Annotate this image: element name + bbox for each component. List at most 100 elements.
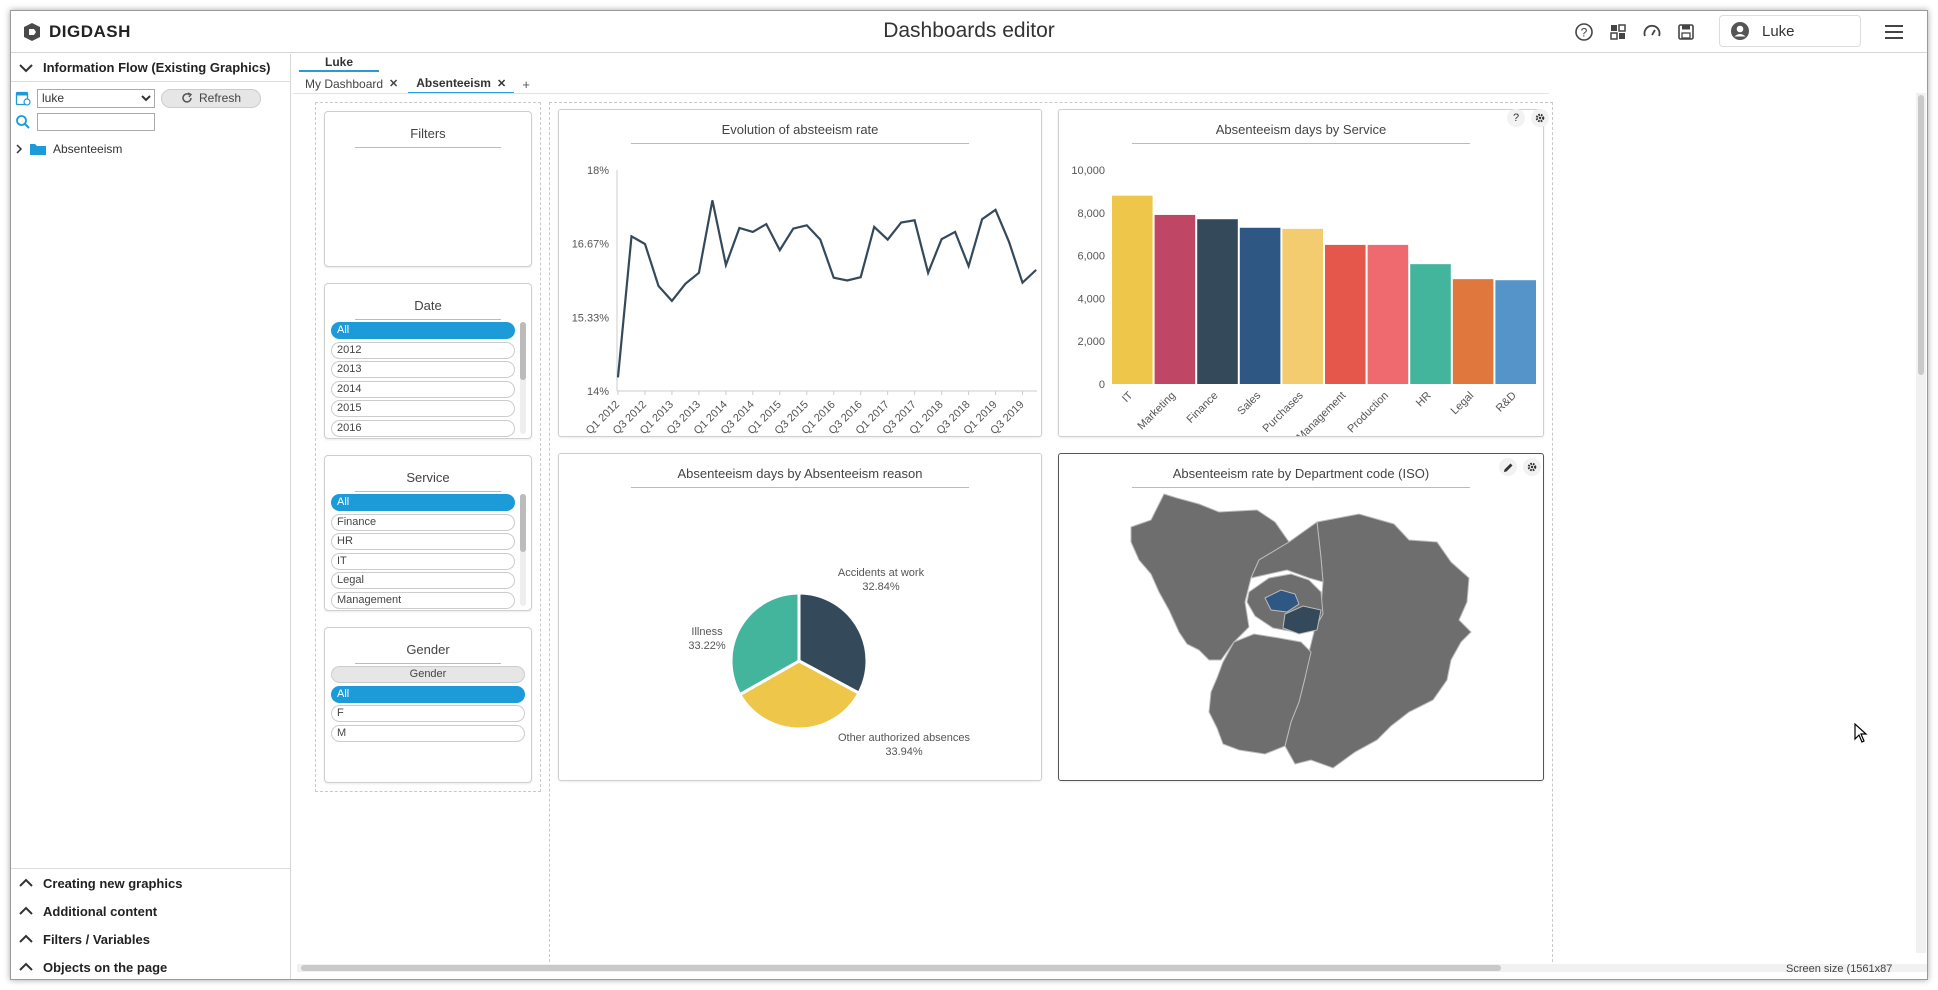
search-input[interactable] bbox=[37, 113, 155, 131]
gear-icon[interactable] bbox=[1531, 109, 1549, 127]
refresh-button[interactable]: Refresh bbox=[161, 88, 261, 108]
section-filters-variables[interactable]: Filters / Variables bbox=[11, 925, 290, 953]
date-option[interactable]: 2015 bbox=[331, 400, 515, 417]
bar bbox=[1325, 244, 1366, 384]
tab-my-dashboard[interactable]: My Dashboard ✕ bbox=[297, 74, 407, 94]
pie-slice-label: Illness bbox=[691, 626, 723, 638]
gender-option-all[interactable]: All bbox=[331, 685, 525, 703]
tree-item-label: Absenteeism bbox=[53, 142, 123, 156]
map-region-highlight[interactable] bbox=[1282, 605, 1322, 635]
bar bbox=[1239, 227, 1281, 384]
service-option[interactable]: Legal bbox=[331, 572, 515, 589]
bar bbox=[1367, 244, 1409, 384]
service-option-all[interactable]: All bbox=[331, 494, 515, 511]
map-region-paris[interactable] bbox=[1264, 589, 1300, 613]
date-option-all[interactable]: All bbox=[331, 322, 515, 339]
section-label: Additional content bbox=[43, 903, 158, 919]
service-option[interactable]: HR bbox=[331, 533, 515, 550]
line-point bbox=[927, 272, 929, 274]
tab-label: Absenteeism bbox=[416, 76, 491, 90]
close-icon[interactable]: ✕ bbox=[496, 77, 507, 90]
left-panel-sections: Creating new graphics Additional content… bbox=[11, 868, 290, 979]
date-option[interactable]: 2012 bbox=[331, 341, 515, 359]
line-point bbox=[671, 300, 673, 302]
date-option[interactable]: 2016 bbox=[331, 419, 515, 437]
line-chart-card[interactable]: Evolution of absteeism rate 18% 16.67% 15.… bbox=[558, 109, 1042, 437]
dashboard-tabs: My Dashboard ✕ Absenteeism ✕ + bbox=[297, 72, 536, 94]
map-chart-card[interactable]: Absenteeism rate by Department code (ISO… bbox=[1058, 453, 1544, 781]
line-point bbox=[981, 218, 983, 220]
section-objects-on-page[interactable]: Objects on the page bbox=[11, 953, 290, 979]
map-region-north[interactable] bbox=[1250, 521, 1324, 583]
horizontal-scrollbar[interactable] bbox=[297, 964, 1927, 972]
title-underline bbox=[355, 147, 501, 148]
speedometer-icon[interactable] bbox=[1641, 21, 1663, 43]
y-tick-label: 6,000 bbox=[1077, 251, 1105, 263]
chevron-right-icon[interactable] bbox=[15, 144, 23, 154]
tab-absenteeism[interactable]: Absenteeism ✕ bbox=[408, 74, 515, 94]
bar bbox=[1197, 219, 1238, 384]
add-tab-button[interactable]: + bbox=[522, 76, 530, 92]
x-tick-label: IT bbox=[1120, 389, 1136, 405]
vertical-scrollbar[interactable] bbox=[1916, 93, 1926, 953]
service-filter-title: Service bbox=[406, 470, 450, 485]
gender-option[interactable]: F bbox=[331, 705, 525, 722]
service-option[interactable]: Finance bbox=[331, 513, 515, 531]
date-filter-list: All 2012 2013 2014 2015 2016 bbox=[331, 322, 515, 439]
dashboard-icon[interactable] bbox=[1607, 21, 1629, 43]
line-point bbox=[873, 226, 875, 228]
user-menu-button[interactable]: Luke bbox=[1719, 15, 1861, 47]
bar-chart-card[interactable]: Absenteeism days by Service ? 10,000 8,00… bbox=[1058, 109, 1549, 437]
y-tick-label: 10,000 bbox=[1071, 165, 1105, 177]
service-option[interactable]: Management bbox=[331, 591, 515, 609]
save-icon[interactable] bbox=[1675, 21, 1697, 43]
line-point bbox=[779, 249, 781, 251]
edit-icon[interactable] bbox=[1499, 458, 1517, 476]
user-select[interactable]: luke bbox=[37, 88, 155, 108]
date-filter-scrollbar[interactable] bbox=[520, 322, 526, 434]
search-icon bbox=[16, 115, 30, 129]
pie-slice-label: Other authorized absences bbox=[838, 732, 971, 744]
line-point bbox=[765, 223, 767, 225]
line-series bbox=[616, 200, 1037, 378]
line-point bbox=[752, 231, 754, 233]
section-additional-content[interactable]: Additional content bbox=[11, 897, 290, 925]
bar bbox=[1410, 264, 1451, 384]
toolbar-icons: ? bbox=[1573, 21, 1697, 43]
information-flow-label: Information Flow (Existing Graphics) bbox=[43, 60, 271, 75]
service-option[interactable]: IT bbox=[331, 552, 515, 570]
service-filter-scrollbar[interactable] bbox=[520, 494, 526, 606]
date-option[interactable]: 2014 bbox=[331, 380, 515, 398]
section-creating-new-graphics[interactable]: Creating new graphics bbox=[11, 869, 290, 897]
bar bbox=[1282, 228, 1323, 384]
service-filter-list: All Finance HR IT Legal Management bbox=[331, 494, 515, 611]
y-tick-label: 0 bbox=[1099, 379, 1105, 391]
gender-header-chip: Gender bbox=[331, 666, 525, 683]
gender-filter-title: Gender bbox=[406, 642, 450, 657]
pie-chart-card[interactable]: Absenteeism days by Absenteeism reason A… bbox=[558, 453, 1042, 781]
screen-size-label: Screen size (1561x87 bbox=[1786, 963, 1893, 975]
digdash-logo-icon bbox=[24, 23, 40, 41]
line-point bbox=[1035, 269, 1037, 271]
line-point bbox=[860, 276, 862, 278]
title-underline bbox=[631, 143, 969, 144]
map-region-south[interactable] bbox=[1208, 633, 1312, 755]
tree-item-absenteeism[interactable]: Absenteeism bbox=[11, 136, 290, 156]
dashboard-canvas: Filters Date All 2012 2013 2014 2015 201… bbox=[293, 93, 1553, 979]
help-icon[interactable]: ? bbox=[1573, 21, 1595, 43]
hamburger-menu-icon[interactable] bbox=[1883, 21, 1905, 43]
line-point bbox=[644, 243, 646, 245]
close-icon[interactable]: ✕ bbox=[389, 78, 399, 90]
map-region-west[interactable] bbox=[1130, 493, 1290, 661]
section-label: Filters / Variables bbox=[43, 931, 150, 947]
line-point bbox=[711, 199, 713, 201]
information-flow-header[interactable]: Information Flow (Existing Graphics) bbox=[11, 54, 290, 82]
editor-window: DIGDASH Dashboards editor ? Luke I bbox=[10, 10, 1928, 980]
line-point bbox=[617, 376, 619, 378]
gender-option[interactable]: M bbox=[331, 724, 525, 742]
tab-label: My Dashboard bbox=[305, 76, 384, 91]
gear-icon[interactable] bbox=[1523, 458, 1541, 476]
user-tab[interactable]: Luke bbox=[299, 54, 379, 72]
date-option[interactable]: 2013 bbox=[331, 361, 515, 378]
help-icon[interactable]: ? bbox=[1507, 109, 1525, 127]
